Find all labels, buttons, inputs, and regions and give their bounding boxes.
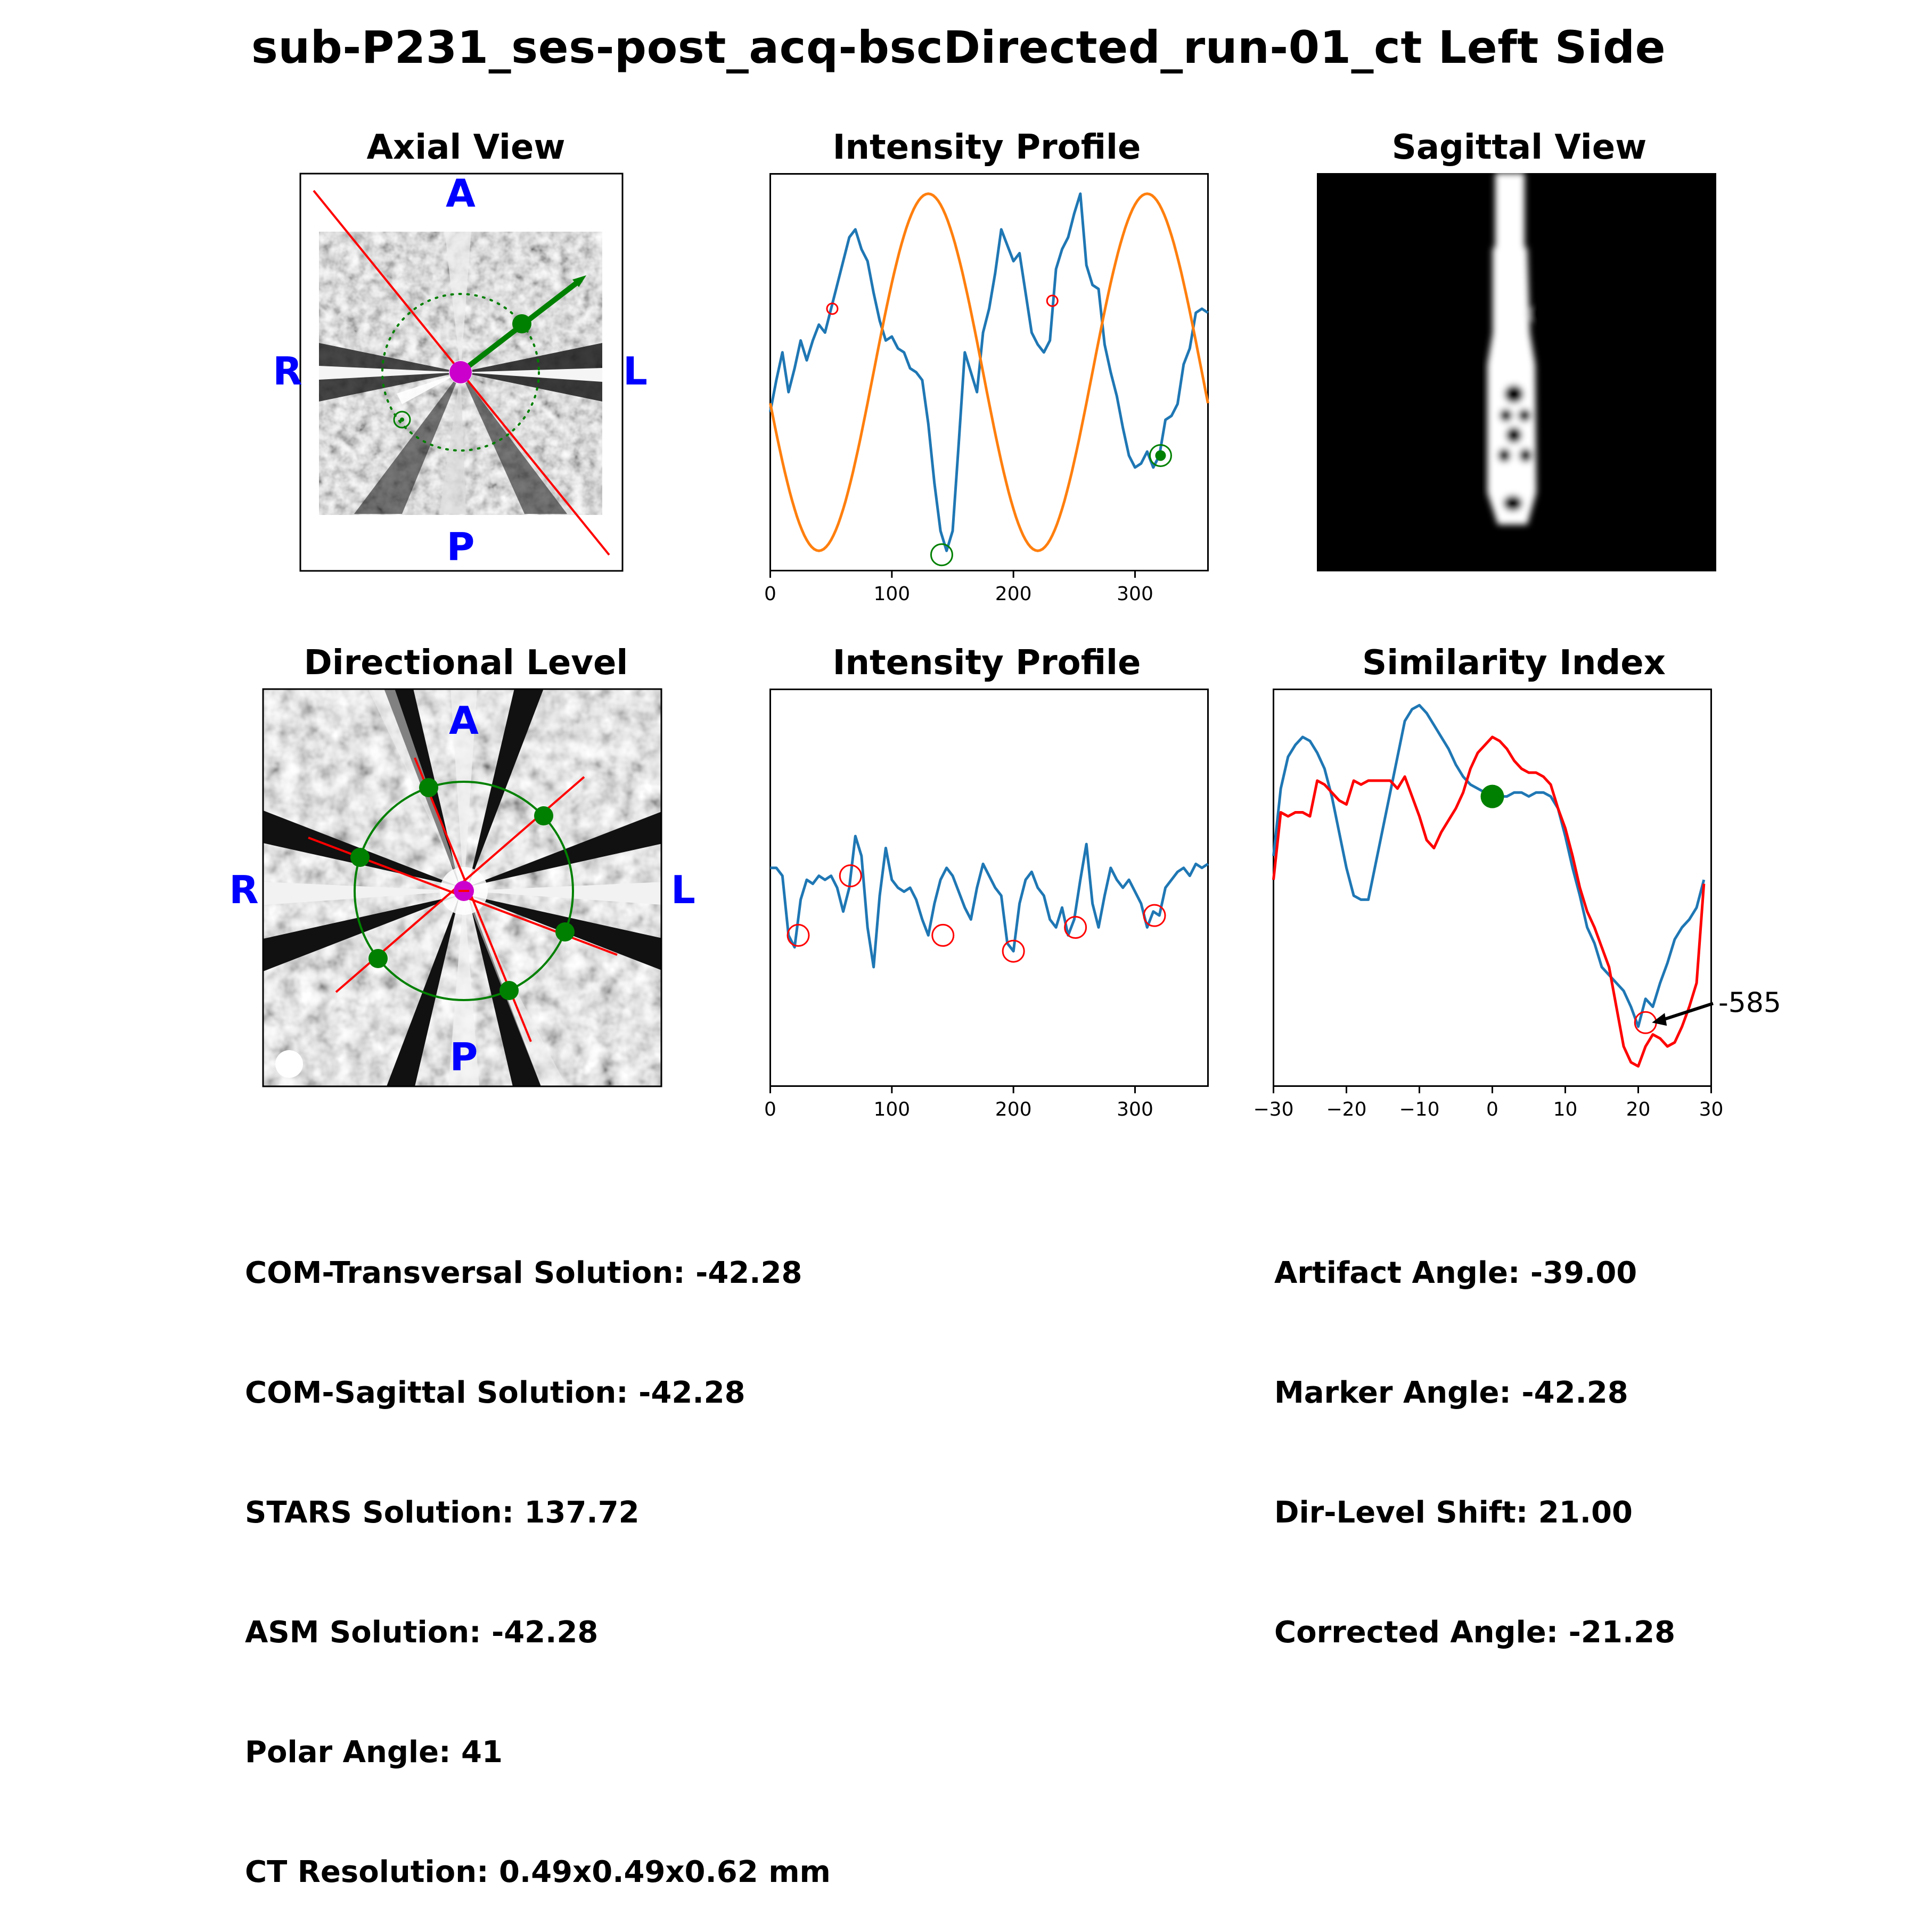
intensity-profile-2-series-group: [770, 834, 1209, 969]
axial-view-panel: A P R L: [273, 171, 648, 572]
intensity-profile-1-sine-line: [769, 192, 1209, 552]
directional-label-posterior: P: [449, 1035, 478, 1079]
sagittal-view-image: [1317, 173, 1716, 571]
similarity-index-blue-line: [1272, 703, 1706, 1028]
info-left-block: COM-Transversal Solution: -42.28 COM-Sag…: [245, 1173, 831, 1932]
similarity-index-xtick-label: 20: [1626, 1099, 1651, 1120]
intensity-profile-1-title: Intensity Profile: [832, 128, 1141, 167]
intensity-profile-1-xtick-label: 300: [1117, 583, 1153, 605]
intensity-profile-2-red-circle: [1002, 939, 1025, 963]
similarity-index-red-line: [1272, 735, 1706, 1068]
similarity-index-annotation-arrowhead: [1652, 1013, 1667, 1026]
intensity-profile-1-plot: 0 100 200 300: [764, 173, 1209, 605]
axial-label-right: R: [273, 349, 302, 394]
axial-label-anterior: A: [446, 171, 476, 216]
intensity-profile-1-panel: 0 100 200 300: [764, 173, 1217, 615]
intensity-profile-2-title: Intensity Profile: [832, 643, 1141, 683]
intensity-profile-2-blue-line: [770, 834, 1209, 969]
intensity-profile-1-xtick-label: 0: [764, 583, 776, 605]
similarity-index-xtick-label: −30: [1254, 1099, 1294, 1120]
intensity-profile-1-series-group: [769, 192, 1209, 567]
similarity-index-xtick-label: −10: [1399, 1099, 1440, 1120]
similarity-title: Similarity Index: [1362, 643, 1666, 683]
intensity-profile-1-frame: [769, 173, 1209, 571]
axial-marker-dot: [512, 314, 531, 333]
info-dir-level-shift: Dir-Level Shift: 21.00: [1274, 1495, 1633, 1530]
intensity-profile-2-red-circle: [839, 864, 862, 888]
similarity-index-plot: −30 −20 −10 0 10 20 30 -585: [1254, 689, 1781, 1120]
intensity-profile-2-red-circle: [1143, 904, 1166, 927]
intensity-profile-2-xtick-label: 100: [873, 1099, 910, 1120]
similarity-index-annotation-text: -585: [1718, 987, 1781, 1019]
directional-label-left: L: [671, 867, 695, 912]
similarity-index-frame: [1273, 689, 1712, 1087]
axial-view-image: [299, 173, 624, 572]
intensity-profile-2-red-circle: [787, 923, 810, 947]
info-marker-angle: Marker Angle: -42.28: [1274, 1376, 1628, 1410]
intensity-profile-2-red-circle: [931, 923, 955, 947]
intensity-profile-2-red-circle: [1064, 916, 1087, 939]
axial-center-dot: [449, 361, 472, 383]
similarity-index-series-group: [1272, 703, 1706, 1068]
axial-label-left: L: [623, 349, 648, 394]
info-com-transversal: COM-Transversal Solution: -42.28: [245, 1256, 802, 1290]
directional-label-anterior: A: [449, 698, 479, 743]
similarity-index-xtick-label: 30: [1699, 1099, 1724, 1120]
similarity-index-annotation-arrow: [1657, 1002, 1714, 1024]
similarity-index-xtick-label: 10: [1553, 1099, 1578, 1120]
intensity-profile-1-marker-small: [826, 302, 839, 315]
info-asm-solution: ASM Solution: -42.28: [245, 1615, 599, 1650]
similarity-index-panel: −30 −20 −10 0 10 20 30 -585: [1254, 689, 1848, 1131]
intensity-profile-2-xtick-label: 300: [1117, 1099, 1153, 1120]
figure-title: sub-P231_ses-post_acq-bscDirected_run-01…: [251, 21, 1666, 73]
info-artifact-angle: Artifact Angle: -39.00: [1274, 1256, 1637, 1290]
directional-label-right: R: [229, 867, 259, 912]
directional-level-panel: A P R L: [229, 688, 695, 1087]
similarity-index-marker-filled: [1480, 784, 1504, 808]
intensity-profile-2-xtick-label: 0: [764, 1099, 776, 1120]
intensity-profile-2-panel: 0 100 200 300: [764, 689, 1217, 1131]
similarity-index-xtick-label: 0: [1486, 1099, 1498, 1120]
intensity-profile-2-xtick-label: 200: [995, 1099, 1032, 1120]
axial-title: Axial View: [366, 128, 566, 167]
directional-level-image: [262, 688, 662, 1087]
info-polar-angle: Polar Angle: 41: [245, 1735, 503, 1770]
sagittal-view-panel: [1317, 173, 1716, 571]
axial-label-posterior: P: [446, 525, 475, 569]
intensity-profile-1-blue-line: [769, 192, 1209, 552]
similarity-index-xtick-label: −20: [1326, 1099, 1367, 1120]
intensity-profile-1-marker-small: [1046, 294, 1059, 307]
intensity-profile-1-xtick-label: 200: [995, 583, 1032, 605]
intensity-profile-2-plot: 0 100 200 300: [764, 689, 1209, 1120]
info-com-sagittal: COM-Sagittal Solution: -42.28: [245, 1376, 746, 1410]
intensity-profile-2-frame: [769, 689, 1209, 1087]
intensity-profile-1-xtick-label: 100: [873, 583, 910, 605]
intensity-profile-1-marker-circle: [930, 543, 953, 567]
info-corrected-angle: Corrected Angle: -21.28: [1274, 1615, 1676, 1650]
info-stars-solution: STARS Solution: 137.72: [245, 1495, 640, 1530]
sagittal-title: Sagittal View: [1391, 128, 1647, 167]
info-right-block: Artifact Angle: -39.00 Marker Angle: -42…: [1274, 1173, 1675, 1692]
info-ct-resolution: CT Resolution: 0.49x0.49x0.62 mm: [245, 1855, 831, 1889]
intensity-profile-1-marker-circle: [1149, 444, 1172, 467]
intensity-profile-1-marker-dot: [1155, 450, 1166, 461]
directional-title: Directional Level: [304, 643, 628, 683]
